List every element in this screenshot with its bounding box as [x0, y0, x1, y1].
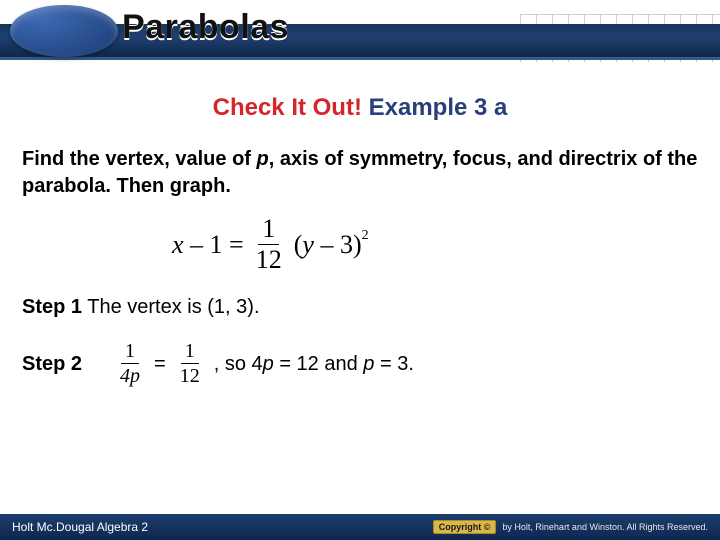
step-1-label: Step 1	[22, 296, 82, 318]
subtitle-red: Check It Out!	[213, 94, 362, 121]
slide-footer: Holt Mc.Dougal Algebra 2 Copyright © by …	[0, 514, 720, 540]
fraction-denominator: 12	[252, 245, 286, 273]
copyright-text: by Holt, Rinehart and Winston. All Right…	[502, 522, 708, 532]
step-2: Step 2 1 4p = 1 12 , so 4p = 12 and p = …	[22, 341, 698, 386]
footer-textbook: Holt Mc.Dougal Algebra 2	[12, 520, 148, 534]
step2-fraction-2: 1 12	[176, 341, 204, 386]
equation: x – 1 = 1 12 (y – 3)2	[172, 216, 698, 273]
fraction-numerator: 1	[258, 216, 279, 245]
exponent: 2	[362, 228, 369, 243]
step2-frac2-den: 12	[176, 364, 204, 386]
step-2-label: Step 2	[22, 350, 82, 378]
step2-frac1-den: 4p	[116, 364, 144, 386]
copyright-badge: Copyright ©	[433, 520, 497, 534]
step2-frac2-num: 1	[181, 341, 199, 364]
equation-fraction: 1 12	[252, 216, 286, 273]
equation-lhs: x – 1 =	[172, 230, 244, 260]
step-2-tail: , so 4p = 12 and p = 3.	[214, 350, 414, 378]
problem-prompt: Find the vertex, value of p, axis of sym…	[22, 146, 698, 200]
equals-sign: =	[154, 350, 166, 378]
content-area: Find the vertex, value of p, axis of sym…	[0, 122, 720, 386]
footer-copyright: Copyright © by Holt, Rinehart and Winsto…	[433, 520, 708, 534]
subtitle-blue: Example 3 a	[369, 94, 508, 121]
header-pill-decoration	[10, 5, 118, 57]
lesson-title: Parabolas	[122, 8, 289, 47]
step2-fraction-1: 1 4p	[116, 341, 144, 386]
example-subtitle: Check It Out! Example 3 a	[0, 94, 720, 122]
variable-p: p	[257, 148, 269, 170]
step2-frac1-num: 1	[121, 341, 139, 364]
step-1: Step 1 The vertex is (1, 3).	[22, 293, 698, 321]
slide-header: Parabolas	[0, 0, 720, 62]
equation-rhs: (y – 3)2	[294, 230, 369, 260]
step-1-text: The vertex is (1, 3).	[82, 296, 259, 318]
